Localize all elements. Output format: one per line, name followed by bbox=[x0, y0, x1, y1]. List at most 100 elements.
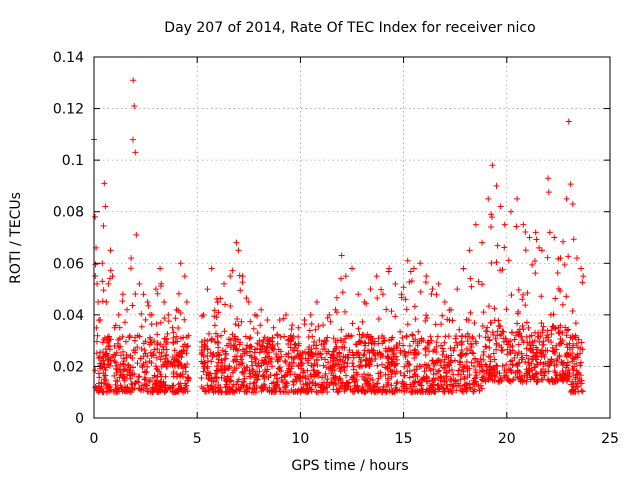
data-point bbox=[103, 298, 110, 305]
data-point bbox=[282, 359, 289, 366]
data-point bbox=[569, 200, 576, 207]
data-point bbox=[563, 327, 570, 334]
data-point bbox=[236, 361, 243, 368]
data-point bbox=[132, 291, 139, 298]
data-point bbox=[292, 344, 299, 351]
y-tick-label: 0.02 bbox=[53, 359, 84, 375]
data-point bbox=[120, 368, 127, 375]
data-point bbox=[141, 381, 148, 388]
data-point bbox=[402, 352, 409, 359]
data-point bbox=[563, 293, 570, 300]
data-point bbox=[569, 378, 576, 385]
data-point bbox=[447, 359, 454, 366]
data-point bbox=[264, 340, 271, 347]
data-point bbox=[229, 267, 236, 274]
data-point bbox=[242, 366, 249, 373]
data-point bbox=[580, 273, 587, 280]
data-point bbox=[203, 371, 210, 378]
data-point bbox=[131, 102, 138, 109]
data-point bbox=[274, 340, 281, 347]
data-point bbox=[495, 378, 502, 385]
data-point bbox=[479, 281, 486, 288]
data-point bbox=[426, 340, 433, 347]
data-point bbox=[141, 347, 148, 354]
data-point bbox=[531, 257, 538, 264]
data-point bbox=[142, 359, 149, 366]
data-point bbox=[544, 332, 551, 339]
data-point bbox=[382, 364, 389, 371]
data-point bbox=[158, 349, 165, 356]
data-point bbox=[103, 389, 110, 396]
data-point bbox=[459, 386, 466, 393]
data-point bbox=[304, 389, 311, 396]
data-point bbox=[119, 333, 126, 340]
data-point bbox=[161, 387, 168, 394]
data-point bbox=[279, 379, 286, 386]
data-point bbox=[411, 351, 418, 358]
data-point bbox=[496, 323, 503, 330]
data-point bbox=[565, 118, 572, 125]
data-point bbox=[314, 370, 321, 377]
data-point bbox=[468, 344, 475, 351]
data-point bbox=[180, 365, 187, 372]
data-point bbox=[367, 286, 374, 293]
data-point bbox=[522, 228, 529, 235]
data-point bbox=[461, 363, 468, 370]
data-point bbox=[138, 323, 145, 330]
data-point bbox=[557, 287, 564, 294]
data-point bbox=[150, 351, 157, 358]
data-point bbox=[102, 203, 109, 210]
data-point bbox=[539, 329, 546, 336]
data-point bbox=[233, 381, 240, 388]
data-point bbox=[295, 324, 302, 331]
data-point bbox=[157, 319, 164, 326]
data-point bbox=[281, 333, 288, 340]
data-point bbox=[401, 363, 408, 370]
data-point bbox=[536, 338, 543, 345]
data-point bbox=[154, 331, 161, 338]
data-point bbox=[147, 339, 154, 346]
data-point bbox=[409, 332, 416, 339]
data-point bbox=[503, 361, 510, 368]
data-point bbox=[532, 364, 539, 371]
data-point bbox=[407, 384, 414, 391]
data-point bbox=[546, 378, 553, 385]
data-point bbox=[198, 358, 205, 365]
data-point bbox=[411, 371, 418, 378]
data-point bbox=[549, 348, 556, 355]
data-point bbox=[270, 324, 277, 331]
data-point bbox=[524, 290, 531, 297]
data-point bbox=[548, 356, 555, 363]
data-point bbox=[507, 344, 514, 351]
data-point bbox=[330, 354, 337, 361]
data-point bbox=[308, 388, 315, 395]
data-point bbox=[208, 337, 215, 344]
data-point bbox=[342, 308, 349, 315]
data-point bbox=[565, 367, 572, 374]
data-point bbox=[394, 379, 401, 386]
data-point bbox=[370, 388, 377, 395]
data-point bbox=[501, 244, 508, 251]
data-point bbox=[487, 353, 494, 360]
data-point bbox=[213, 314, 220, 321]
data-point bbox=[406, 279, 413, 286]
data-point bbox=[305, 359, 312, 366]
data-point bbox=[161, 298, 168, 305]
data-point bbox=[493, 363, 500, 370]
data-point bbox=[532, 371, 539, 378]
data-point bbox=[120, 355, 127, 362]
data-point bbox=[488, 214, 495, 221]
data-point bbox=[482, 343, 489, 350]
data-point bbox=[477, 382, 484, 389]
data-point bbox=[414, 389, 421, 396]
data-point bbox=[261, 375, 268, 382]
data-point bbox=[306, 327, 313, 334]
data-point bbox=[221, 364, 228, 371]
data-point bbox=[319, 383, 326, 390]
data-point bbox=[171, 347, 178, 354]
data-point bbox=[579, 346, 586, 353]
data-point bbox=[369, 377, 376, 384]
data-point bbox=[412, 346, 419, 353]
data-point bbox=[470, 377, 477, 384]
data-point bbox=[324, 334, 331, 341]
